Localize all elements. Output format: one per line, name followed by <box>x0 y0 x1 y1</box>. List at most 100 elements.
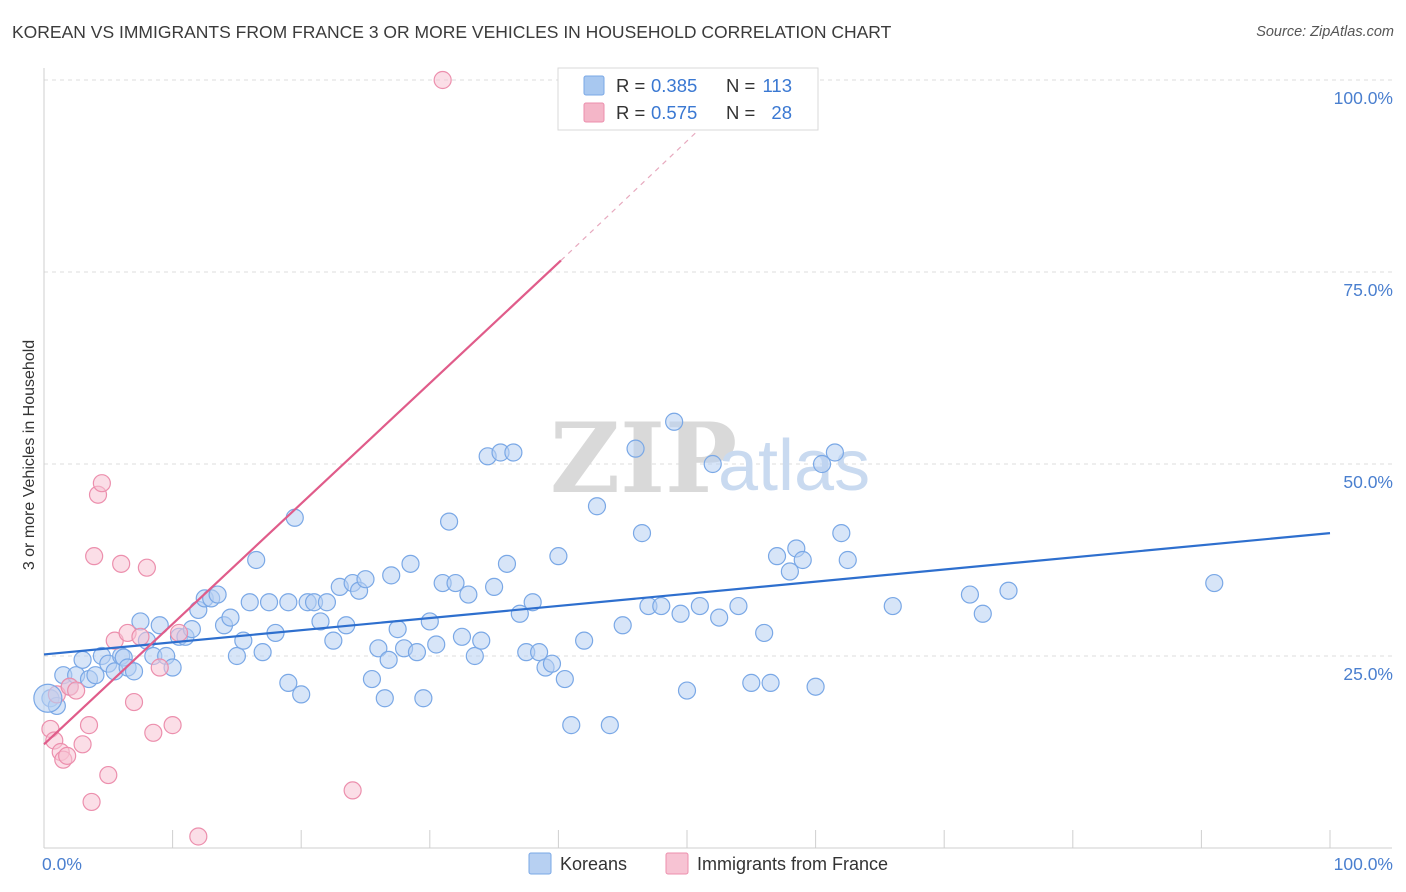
korean-point[interactable] <box>240 593 259 612</box>
france-point[interactable] <box>99 765 118 785</box>
korean-point[interactable] <box>420 612 439 631</box>
france-point[interactable] <box>150 658 169 677</box>
korean-point[interactable] <box>613 616 632 635</box>
france-point[interactable] <box>144 723 163 742</box>
legend-label[interactable]: Immigrants from France <box>697 854 888 874</box>
korean-point[interactable] <box>838 550 857 570</box>
korean-point[interactable] <box>259 593 279 612</box>
france-point[interactable] <box>163 716 182 735</box>
korean-point[interactable] <box>812 454 832 474</box>
korean-point[interactable] <box>311 612 330 631</box>
france-point[interactable] <box>131 627 150 646</box>
korean-point[interactable] <box>665 412 684 431</box>
korean-point[interactable] <box>742 673 761 692</box>
france-point[interactable] <box>58 746 77 765</box>
france-point[interactable] <box>82 792 101 812</box>
france-point[interactable] <box>79 716 99 735</box>
korean-point[interactable] <box>832 524 851 543</box>
korean-point[interactable] <box>793 550 812 570</box>
legend-swatch[interactable] <box>528 852 552 875</box>
korean-point[interactable] <box>253 643 272 662</box>
korean-point[interactable] <box>73 650 92 669</box>
korean-point[interactable] <box>227 646 246 666</box>
france-trend-extension <box>560 79 752 261</box>
korean-point[interactable] <box>555 669 574 689</box>
korean-point[interactable] <box>388 620 407 639</box>
korean-point[interactable] <box>379 650 398 669</box>
korean-point[interactable] <box>356 570 375 589</box>
korean-point[interactable] <box>530 643 549 662</box>
france-point[interactable] <box>124 692 144 712</box>
korean-point[interactable] <box>703 454 722 474</box>
korean-point[interactable] <box>221 608 240 627</box>
korean-point[interactable] <box>710 608 729 627</box>
korean-point[interactable] <box>427 635 446 654</box>
korean-point[interactable] <box>652 596 671 616</box>
korean-point[interactable] <box>369 639 388 658</box>
france-point[interactable] <box>433 70 452 90</box>
korean-point[interactable] <box>755 623 774 643</box>
korean-point[interactable] <box>472 631 491 650</box>
korean-point[interactable] <box>292 685 311 704</box>
korean-point[interactable] <box>549 547 568 566</box>
korean-point[interactable] <box>324 631 343 650</box>
korean-point[interactable] <box>600 716 619 735</box>
korean-point[interactable] <box>150 616 169 635</box>
korean-point[interactable] <box>626 439 645 458</box>
korean-point[interactable] <box>999 581 1018 600</box>
france-point[interactable] <box>112 554 131 573</box>
france-point[interactable] <box>67 681 86 700</box>
france-point[interactable] <box>85 547 104 566</box>
korean-point[interactable] <box>124 662 144 681</box>
france-point[interactable] <box>137 558 156 577</box>
france-point[interactable] <box>343 781 362 800</box>
korean-point[interactable] <box>575 631 594 650</box>
korean-point[interactable] <box>587 497 607 516</box>
korean-point[interactable] <box>485 577 504 596</box>
korean-point[interactable] <box>883 596 902 616</box>
france-point[interactable] <box>73 735 92 754</box>
korean-point[interactable] <box>86 666 105 685</box>
korean-point[interactable] <box>677 681 697 700</box>
korean-point[interactable] <box>279 593 298 612</box>
korean-point[interactable] <box>247 550 266 570</box>
france-point[interactable] <box>92 474 111 493</box>
legend-swatch[interactable] <box>665 852 689 875</box>
france-point[interactable] <box>189 827 208 846</box>
korean-point[interactable] <box>465 646 484 666</box>
korean-point[interactable] <box>459 585 478 604</box>
korean-point[interactable] <box>729 596 748 616</box>
korean-point[interactable] <box>208 585 227 604</box>
korean-point[interactable] <box>504 443 523 462</box>
korean-point[interactable] <box>960 585 980 604</box>
korean-point[interactable] <box>401 554 420 573</box>
korean-point[interactable] <box>452 627 472 646</box>
korean-point[interactable] <box>632 524 652 543</box>
korean-point[interactable] <box>382 566 401 585</box>
korean-point[interactable] <box>279 673 298 692</box>
korean-point[interactable] <box>497 554 517 573</box>
korean-point[interactable] <box>1205 573 1224 593</box>
korean-point[interactable] <box>317 593 337 612</box>
korean-point[interactable] <box>285 508 304 527</box>
korean-point[interactable] <box>767 547 787 566</box>
korean-point[interactable] <box>690 596 709 616</box>
korean-point[interactable] <box>33 683 63 713</box>
korean-point[interactable] <box>362 669 382 689</box>
legend-label[interactable]: Koreans <box>560 854 627 874</box>
korean-point[interactable] <box>806 677 825 696</box>
korean-point[interactable] <box>562 716 581 735</box>
korean-point[interactable] <box>375 689 394 708</box>
korean-point[interactable] <box>439 512 459 531</box>
korean-point[interactable] <box>407 643 427 662</box>
korean-point[interactable] <box>446 573 465 593</box>
korean-point[interactable] <box>780 562 799 581</box>
korean-point[interactable] <box>542 654 562 673</box>
korean-point[interactable] <box>523 593 542 612</box>
korean-point[interactable] <box>414 689 433 708</box>
korean-point[interactable] <box>973 604 992 623</box>
korean-point[interactable] <box>761 673 780 692</box>
france-point[interactable] <box>169 623 189 643</box>
korean-point[interactable] <box>825 443 844 462</box>
korean-point[interactable] <box>671 604 690 623</box>
